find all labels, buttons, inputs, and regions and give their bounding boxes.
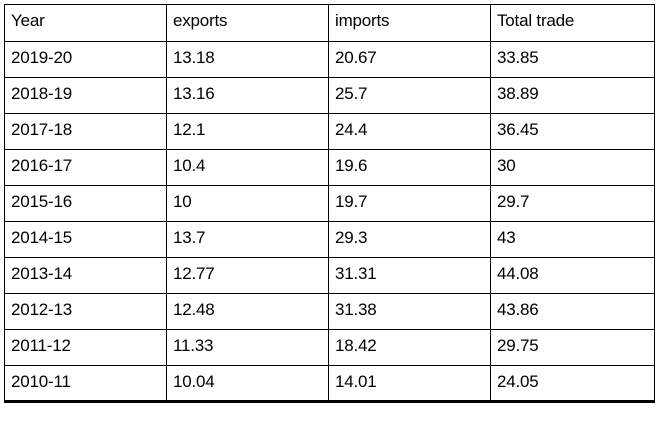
column-header-imports: imports <box>328 4 491 42</box>
cell-exports: 10.04 <box>166 365 329 402</box>
cell-total-trade: 43 <box>490 221 655 258</box>
cell-imports: 31.38 <box>328 293 491 330</box>
cell-year: 2018-19 <box>4 77 167 114</box>
table-row: 2016-17 10.4 19.6 30 <box>4 149 655 186</box>
cell-total-trade: 33.85 <box>490 41 655 78</box>
table-row: 2014-15 13.7 29.3 43 <box>4 221 655 258</box>
column-header-exports: exports <box>166 4 329 42</box>
cell-total-trade: 43.86 <box>490 293 655 330</box>
cell-imports: 31.31 <box>328 257 491 294</box>
cell-exports: 11.33 <box>166 329 329 366</box>
cell-imports: 18.42 <box>328 329 491 366</box>
cell-year: 2014-15 <box>4 221 167 258</box>
table-body: 2019-20 13.18 20.67 33.85 2018-19 13.16 25.7 38… <box>4 41 655 402</box>
cell-total-trade: 44.08 <box>490 257 655 294</box>
table-row: 2013-14 12.77 31.31 44.08 <box>4 257 655 294</box>
table-header-row: Year exports imports Total trade <box>4 4 655 42</box>
cell-year: 2015-16 <box>4 185 167 222</box>
cell-total-trade: 29.75 <box>490 329 655 366</box>
table-row: 2010-11 10.04 14.01 24.05 <box>4 365 655 402</box>
trade-table: Year exports imports Total trade 2019-20… <box>4 4 655 403</box>
cell-exports: 12.48 <box>166 293 329 330</box>
cell-exports: 13.18 <box>166 41 329 78</box>
table-row: 2012-13 12.48 31.38 43.86 <box>4 293 655 330</box>
cell-exports: 12.1 <box>166 113 329 150</box>
cell-imports: 24.4 <box>328 113 491 150</box>
cell-year: 2017-18 <box>4 113 167 150</box>
cell-exports: 10 <box>166 185 329 222</box>
cell-exports: 10.4 <box>166 149 329 186</box>
cell-imports: 14.01 <box>328 365 491 402</box>
cell-year: 2019-20 <box>4 41 167 78</box>
cell-year: 2013-14 <box>4 257 167 294</box>
cell-exports: 13.7 <box>166 221 329 258</box>
cell-imports: 19.6 <box>328 149 491 186</box>
cell-imports: 25.7 <box>328 77 491 114</box>
cell-total-trade: 30 <box>490 149 655 186</box>
table-row: 2011-12 11.33 18.42 29.75 <box>4 329 655 366</box>
column-header-year: Year <box>4 4 167 42</box>
cell-total-trade: 36.45 <box>490 113 655 150</box>
table-row: 2015-16 10 19.7 29.7 <box>4 185 655 222</box>
cell-imports: 20.67 <box>328 41 491 78</box>
column-header-total-trade: Total trade <box>490 4 655 42</box>
cell-year: 2016-17 <box>4 149 167 186</box>
table-row: 2019-20 13.18 20.67 33.85 <box>4 41 655 78</box>
table-row: 2018-19 13.16 25.7 38.89 <box>4 77 655 114</box>
cell-imports: 29.3 <box>328 221 491 258</box>
cell-year: 2012-13 <box>4 293 167 330</box>
cell-exports: 12.77 <box>166 257 329 294</box>
cell-imports: 19.7 <box>328 185 491 222</box>
cell-total-trade: 38.89 <box>490 77 655 114</box>
table-row: 2017-18 12.1 24.4 36.45 <box>4 113 655 150</box>
cell-exports: 13.16 <box>166 77 329 114</box>
cell-total-trade: 29.7 <box>490 185 655 222</box>
cell-year: 2011-12 <box>4 329 167 366</box>
cell-year: 2010-11 <box>4 365 167 402</box>
cell-total-trade: 24.05 <box>490 365 655 402</box>
